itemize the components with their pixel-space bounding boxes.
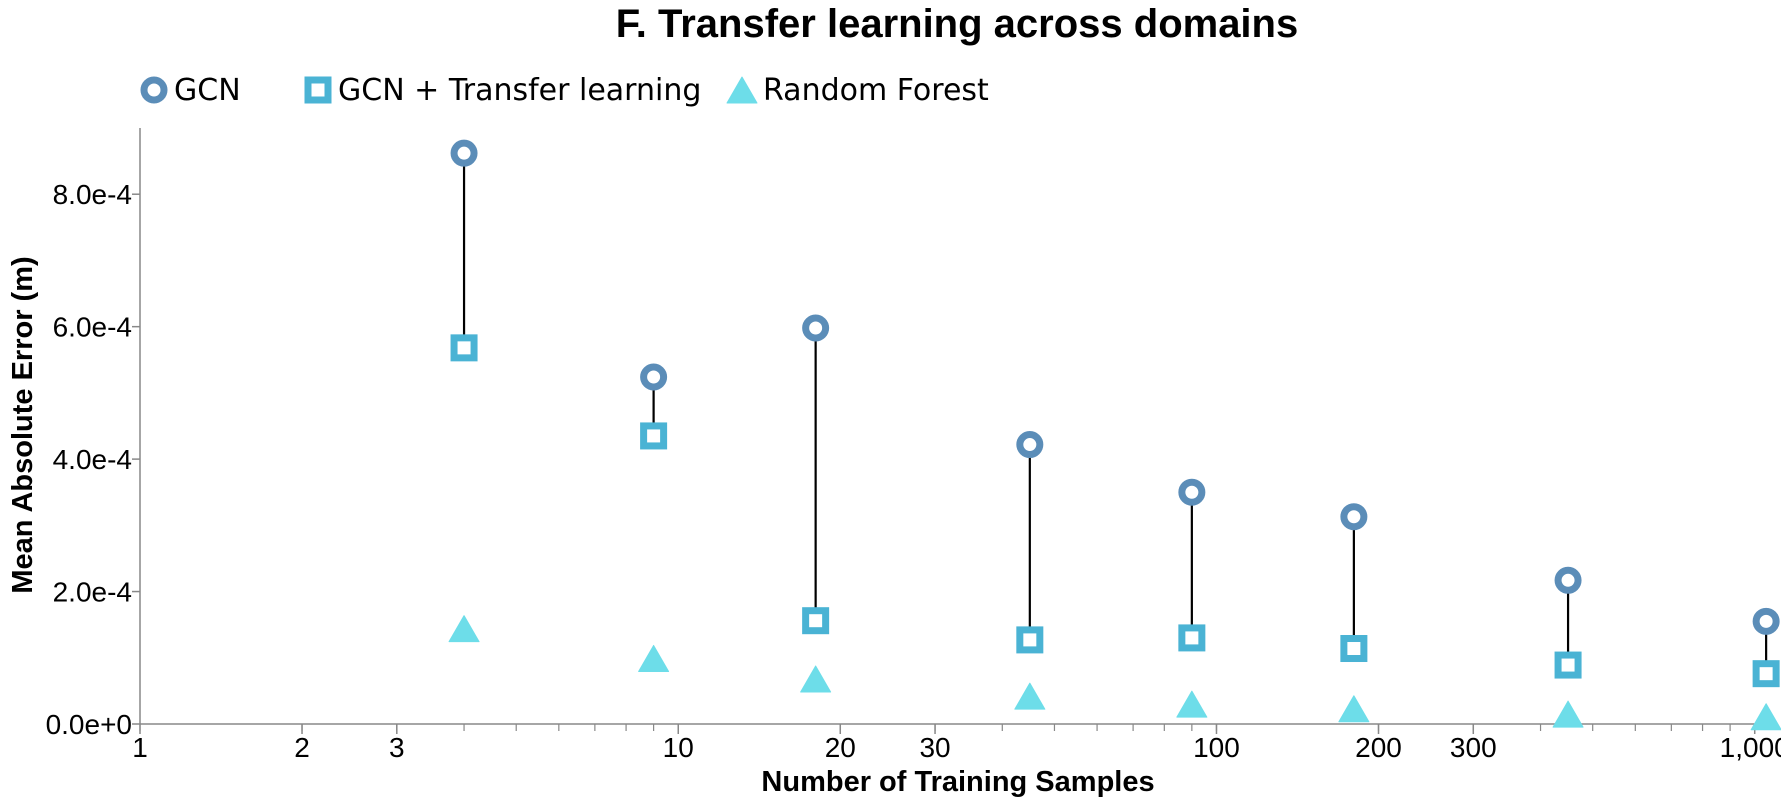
- x-tick-label: 1: [132, 732, 148, 763]
- square-point: [640, 422, 668, 450]
- legend-circle-icon: [140, 76, 168, 104]
- circle-point: [1554, 566, 1582, 594]
- legend-square-icon: [304, 76, 332, 104]
- triangle-point: [1750, 703, 1781, 731]
- x-axis-title: Number of Training Samples: [761, 766, 1154, 798]
- legend-label: Random Forest: [763, 73, 989, 108]
- legend: GCN GCN + Transfer learning Random Forest: [140, 73, 989, 108]
- x-tick-label: 200: [1355, 732, 1402, 763]
- x-tick-label: 2: [294, 732, 310, 763]
- square-point: [1554, 651, 1582, 679]
- marks: [448, 139, 1781, 731]
- triangle-point: [448, 615, 480, 643]
- y-axis-title: Mean Absolute Error (m): [7, 256, 39, 593]
- square-point: [1340, 635, 1368, 663]
- circle-point: [1340, 503, 1368, 531]
- square-point: [1016, 626, 1044, 654]
- legend-label: GCN: [174, 73, 241, 108]
- triangle-point: [1338, 695, 1370, 723]
- circle-point: [450, 139, 478, 167]
- y-tick-label: 2.0e-4: [53, 577, 132, 608]
- y-tick-label: 6.0e-4: [53, 312, 132, 343]
- x-tick-label: 1,000: [1720, 732, 1781, 763]
- circle-point: [802, 314, 830, 342]
- triangle-point: [1176, 690, 1208, 718]
- circle-point: [1016, 431, 1044, 459]
- circle-point: [1178, 478, 1206, 506]
- triangle-point: [800, 665, 832, 693]
- x-tick-label: 100: [1193, 732, 1240, 763]
- x-tick-label: 20: [825, 732, 856, 763]
- square-point: [1178, 624, 1206, 652]
- x-tick-label: 30: [919, 732, 950, 763]
- series-square: [450, 334, 1780, 688]
- y-tick-label: 8.0e-4: [53, 179, 132, 210]
- triangle-point: [1014, 682, 1046, 710]
- legend-item: Random Forest: [726, 73, 989, 108]
- square-point: [802, 607, 830, 635]
- x-tick-label: 300: [1450, 732, 1497, 763]
- x-tick-label: 3: [389, 732, 405, 763]
- circle-point: [640, 363, 668, 391]
- legend-item: GCN + Transfer learning: [304, 73, 701, 108]
- legend-label: GCN + Transfer learning: [338, 73, 701, 108]
- y-tick-label: 4.0e-4: [53, 444, 132, 475]
- chart-title: F. Transfer learning across domains: [616, 2, 1298, 46]
- legend-item: GCN: [140, 73, 241, 108]
- series-circle: [450, 139, 1780, 635]
- axes: 1 2 3 10 20 30 100 200 300 1,000 0.0e+0 2.0e-4 4.0e-…: [46, 128, 1781, 763]
- connectors: [462, 153, 1768, 674]
- triangle-point: [1552, 700, 1584, 728]
- series-triangle: [448, 615, 1781, 731]
- triangle-point: [638, 644, 670, 672]
- square-point: [1752, 660, 1780, 688]
- legend-triangle-icon: [726, 76, 758, 104]
- square-point: [450, 334, 478, 362]
- circle-point: [1752, 607, 1780, 635]
- x-tick-label: 10: [663, 732, 694, 763]
- y-tick-label: 0.0e+0: [46, 709, 132, 740]
